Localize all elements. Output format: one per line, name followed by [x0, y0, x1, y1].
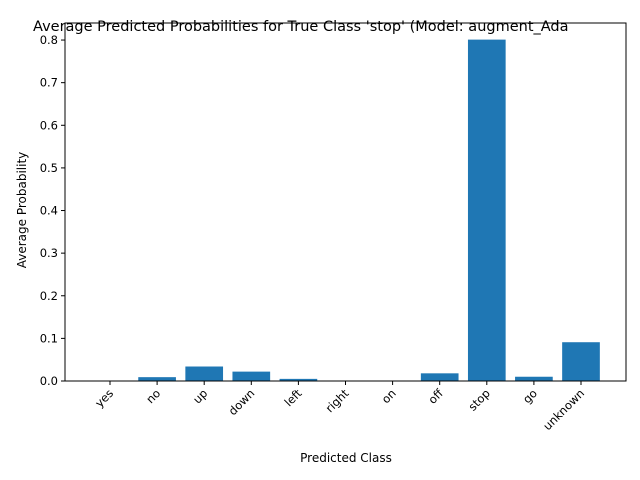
y-tick-label: 0.8	[40, 33, 58, 47]
y-tick-label: 0.1	[40, 331, 58, 345]
x-tick-label: right	[323, 386, 352, 415]
x-tick-label: on	[379, 386, 399, 406]
y-tick-label: 0.7	[40, 76, 58, 90]
bar-down	[232, 371, 271, 381]
y-tick-label: 0.6	[40, 118, 58, 132]
y-tick-label: 0.0	[40, 374, 58, 388]
bar-stop	[467, 39, 506, 382]
x-axis-ticks: yes no up down left right on off stop go unknown	[92, 381, 587, 433]
y-axis-ticks: 0.0 0.1 0.2 0.3 0.4 0.5 0.6 0.7 0.8	[40, 33, 65, 388]
x-tick-label: yes	[92, 386, 116, 410]
y-tick-label: 0.4	[40, 204, 58, 218]
x-tick-label: off	[425, 385, 446, 406]
x-tick-label: no	[143, 386, 163, 406]
chart-title: Average Predicted Probabilities for True…	[33, 19, 569, 35]
bar-left	[279, 378, 318, 381]
bar-no	[138, 377, 176, 381]
x-tick-label: left	[281, 386, 304, 409]
bar-up	[185, 366, 224, 381]
bar-go	[515, 376, 553, 381]
plot-frame	[64, 22, 627, 382]
y-tick-label: 0.5	[40, 161, 58, 175]
x-tick-label: stop	[465, 386, 492, 413]
x-tick-label: go	[520, 386, 540, 406]
bar-unknown	[562, 342, 600, 381]
y-tick-label: 0.2	[40, 289, 58, 303]
x-tick-label: unknown	[540, 386, 587, 433]
y-tick-label: 0.3	[40, 246, 58, 260]
y-axis-label: Average Probability	[15, 152, 29, 269]
bars-group	[138, 39, 600, 382]
x-tick-label: down	[226, 386, 258, 418]
x-tick-label: up	[190, 386, 210, 406]
x-axis-label: Predicted Class	[300, 451, 392, 465]
bar-off	[420, 373, 459, 381]
